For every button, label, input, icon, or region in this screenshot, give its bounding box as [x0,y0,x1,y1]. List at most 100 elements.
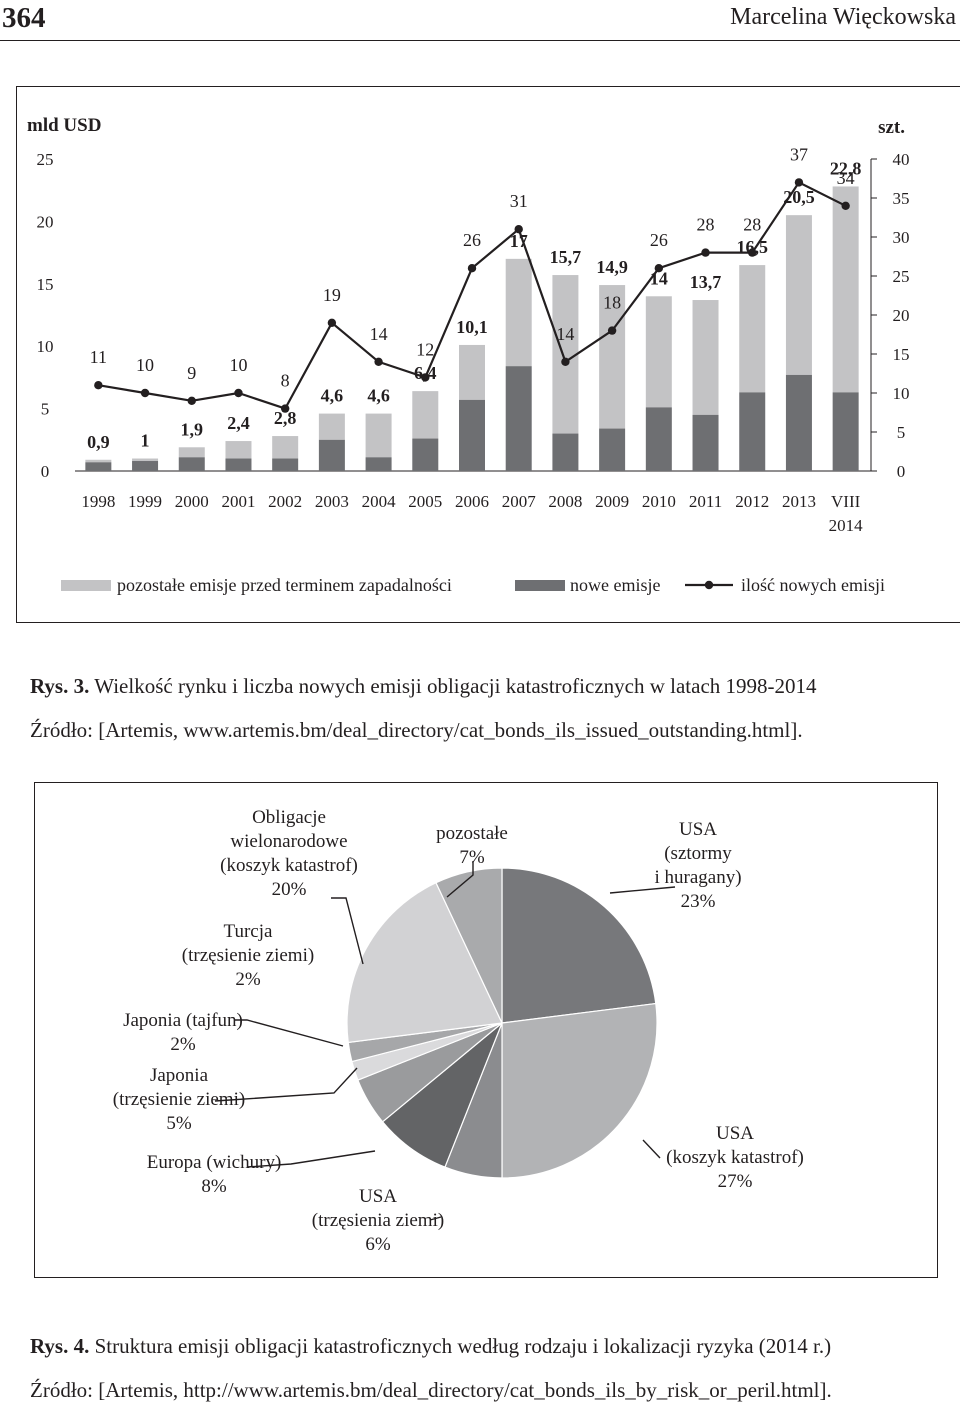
pie-slice-label: USA [679,819,717,840]
count-label: 26 [463,230,481,250]
x-tick-label: 2001 [221,492,255,511]
total-label: 15,7 [550,247,582,267]
pie-percent-label: 20% [272,879,307,900]
left-tick-label: 0 [41,462,50,481]
bar-new-9 [505,366,532,471]
count-point-10 [561,357,570,366]
bar-new-3 [225,458,252,471]
pie-slice-label: (trzęsienie ziemi) [113,1089,245,1110]
pie-slice-label: (sztormy [664,843,732,864]
left-tick-label: 10 [37,337,54,356]
total-label: 1,9 [181,419,204,439]
pie-slice-0 [501,867,657,1024]
pie-slice-label: Obligacje [252,807,326,828]
pie-slice-label: wielonarodowe [230,831,347,852]
bar-other-15 [785,215,812,375]
bar-other-12 [645,296,672,408]
pie-slice-label: (trzęsienie ziemi) [182,945,314,966]
running-header: 364 Marcelina Więckowska [0,0,960,44]
bar-new-2 [178,457,205,471]
right-tick-label: 25 [893,267,910,286]
bar-new-12 [645,407,672,471]
count-point-2 [187,396,196,405]
count-point-6 [374,357,383,366]
x-tick-label: 1999 [128,492,162,511]
pie-slice-label: USA [716,1123,754,1144]
pie-percent-label: 2% [235,969,261,990]
x-tick-label: 2009 [595,492,629,511]
leader-line-0 [609,886,676,894]
x-tick-label: 2006 [455,492,489,511]
left-tick-label: 15 [37,275,54,294]
count-label: 8 [281,371,290,391]
total-label: 17 [510,231,528,251]
bar-new-10 [552,433,579,471]
pie-slice-label: Japonia (tajfun) [123,1010,243,1031]
bar-other-7 [412,391,439,439]
count-label: 37 [790,144,808,164]
total-label: 2,4 [227,413,250,433]
left-tick-label: 25 [37,150,54,169]
total-label: 2,8 [274,408,297,428]
bar-new-7 [412,438,439,471]
right-tick-label: 40 [893,150,910,169]
x-tick-label: 2008 [548,492,582,511]
count-label: 31 [510,191,528,211]
pie-slice-label: (koszyk katastrof) [220,855,358,876]
left-tick-label: 5 [41,400,50,419]
count-label: 26 [650,230,668,250]
bar-new-14 [739,392,766,471]
pie-percent-label: 7% [459,847,485,868]
leader-line-5 [235,1019,344,1047]
count-point-11 [607,326,617,335]
bar-other-10 [552,275,579,434]
bar-other-8 [459,344,485,400]
count-point-7 [421,373,430,382]
pie-percent-label: 27% [718,1171,753,1192]
count-label: 11 [90,347,107,367]
count-label: 10 [229,355,247,375]
leader-line-7 [331,897,364,965]
bar-new-16 [832,392,859,471]
leader-line-1 [642,1139,661,1159]
bar-other-9 [505,258,532,367]
count-point-13 [701,248,710,257]
total-label: 1 [141,431,150,451]
bar-other-11 [599,285,626,429]
right-tick-label: 10 [893,384,910,403]
legend-other: pozostałe emisje przed terminem zapadaln… [117,575,452,595]
figure-4-caption: Rys. 4. Struktura emisji obligacji katas… [30,1334,831,1359]
total-label: 16,5 [736,237,768,257]
total-label: 14,9 [596,257,628,277]
right-tick-label: 30 [893,228,910,247]
x-tick-label: 2012 [735,492,769,511]
count-label: 10 [136,355,154,375]
pie-percent-label: 23% [681,891,716,912]
x-tick-label: 2007 [502,492,537,511]
bar-new-1 [132,461,159,471]
count-label: 14 [370,324,388,344]
bar-other-16 [832,186,859,393]
count-label: 19 [323,285,341,305]
legend-new: nowe emisje [570,575,660,595]
pie-percent-label: 6% [365,1234,391,1255]
total-label: 13,7 [690,272,722,292]
legend-swatch-new [515,580,565,591]
figure-3-box: mld USD szt. 0 5 10 15 20 25 0 5 10 15 20 25 30 35 40 199… [16,86,960,623]
pie-slice-label: i huragany) [654,867,741,888]
pie-chart: USA (sztormy i huragany) 23% USA (koszyk kata… [113,807,804,1255]
left-axis-label: mld USD [27,115,101,136]
total-label: 4,6 [367,386,390,406]
count-point-3 [234,388,243,398]
x-tick-label: 2004 [362,492,397,511]
leader-line-2 [429,1216,442,1221]
total-label: 6,4 [414,363,437,383]
pie-slice-label: USA [359,1186,397,1207]
legend-count: ilość nowych emisji [741,575,885,595]
bar-other-5 [318,413,345,440]
total-label: 20,5 [783,187,815,207]
leader-line-3 [246,1150,376,1168]
bar-new-6 [365,457,392,471]
leader-line-4 [214,1067,358,1102]
leader-line-8 [446,861,474,898]
